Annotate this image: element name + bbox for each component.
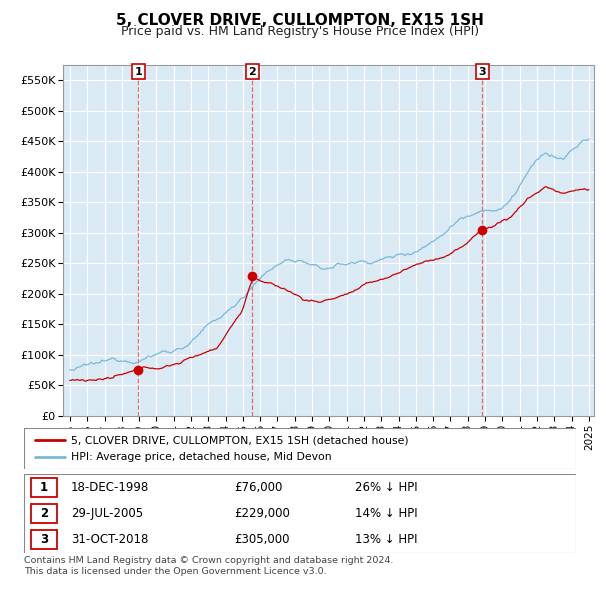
Bar xyxy=(31,504,57,523)
Text: 5, CLOVER DRIVE, CULLOMPTON, EX15 1SH: 5, CLOVER DRIVE, CULLOMPTON, EX15 1SH xyxy=(116,13,484,28)
Text: £76,000: £76,000 xyxy=(234,481,282,494)
Text: 3: 3 xyxy=(478,67,486,77)
Text: 1: 1 xyxy=(134,67,142,77)
Text: £229,000: £229,000 xyxy=(234,507,290,520)
Text: 26% ↓ HPI: 26% ↓ HPI xyxy=(355,481,418,494)
Text: 1: 1 xyxy=(40,481,48,494)
Text: 18-DEC-1998: 18-DEC-1998 xyxy=(71,481,149,494)
Text: Contains HM Land Registry data © Crown copyright and database right 2024.
This d: Contains HM Land Registry data © Crown c… xyxy=(24,556,394,576)
Text: 14% ↓ HPI: 14% ↓ HPI xyxy=(355,507,418,520)
Text: 2: 2 xyxy=(248,67,256,77)
Text: 5, CLOVER DRIVE, CULLOMPTON, EX15 1SH (detached house): 5, CLOVER DRIVE, CULLOMPTON, EX15 1SH (d… xyxy=(71,435,409,445)
Text: £305,000: £305,000 xyxy=(234,533,289,546)
Text: 2: 2 xyxy=(40,507,48,520)
Text: Price paid vs. HM Land Registry's House Price Index (HPI): Price paid vs. HM Land Registry's House … xyxy=(121,25,479,38)
Bar xyxy=(31,478,57,497)
Bar xyxy=(31,530,57,549)
Text: 29-JUL-2005: 29-JUL-2005 xyxy=(71,507,143,520)
Text: 13% ↓ HPI: 13% ↓ HPI xyxy=(355,533,418,546)
Text: 31-OCT-2018: 31-OCT-2018 xyxy=(71,533,148,546)
Text: HPI: Average price, detached house, Mid Devon: HPI: Average price, detached house, Mid … xyxy=(71,453,332,463)
Text: 3: 3 xyxy=(40,533,48,546)
